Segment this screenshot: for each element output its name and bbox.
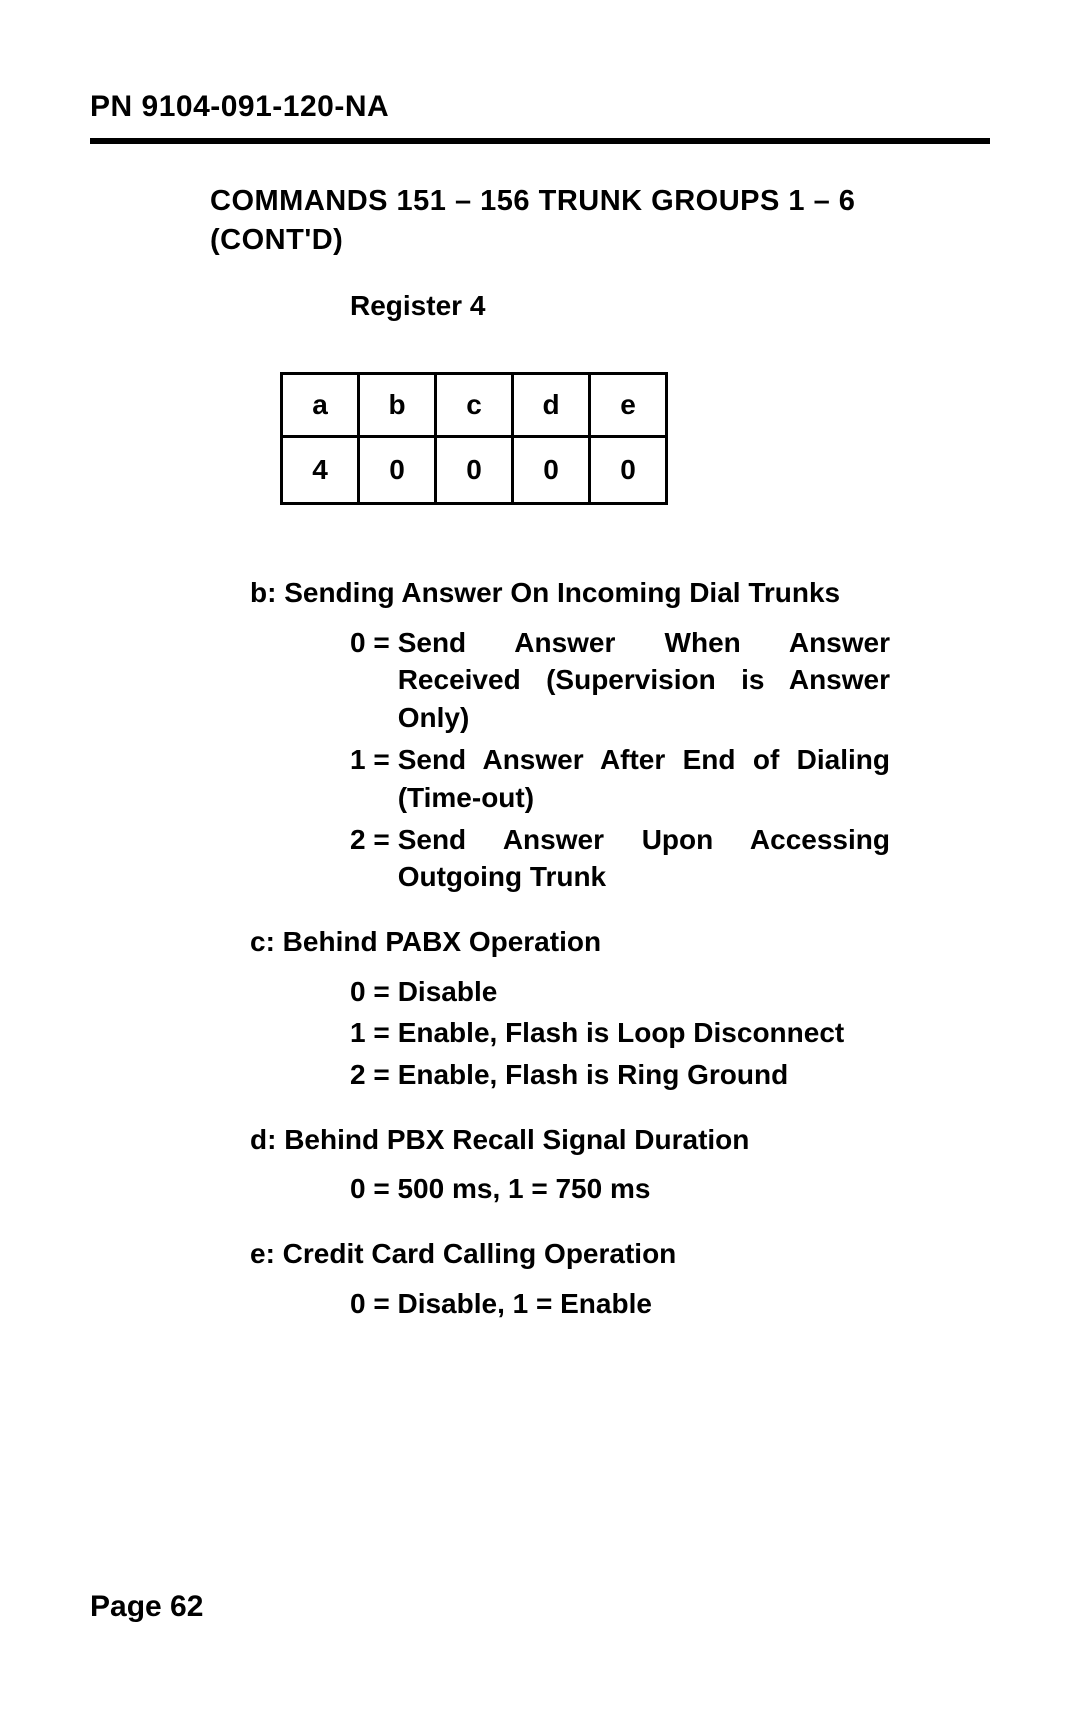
register-val-b: 0 — [359, 437, 436, 504]
def-c-head: c: Behind PABX Operation — [250, 924, 910, 960]
register-value-row: 4 0 0 0 0 — [282, 437, 667, 504]
opt-key: 2 = — [350, 821, 398, 859]
definitions: b: Sending Answer On Incoming Dial Trunk… — [250, 575, 910, 1322]
register-col-c: c — [436, 374, 513, 437]
page: PN 9104-091-120-NA COMMANDS 151 – 156 TR… — [0, 0, 1080, 1714]
register-col-d: d — [513, 374, 590, 437]
def-b-opt-2: 2 = Send Answer Upon Accessing Outgoing … — [350, 821, 890, 897]
register-val-e: 0 — [590, 437, 667, 504]
opt-key: 2 = — [350, 1056, 398, 1094]
def-c-options: 0 = Disable 1 = Enable, Flash is Loop Di… — [350, 973, 910, 1094]
opt-val: Disable — [398, 973, 910, 1011]
def-b-options: 0 = Send Answer When Answer Received (Su… — [350, 624, 890, 897]
opt-key: 0 = — [350, 973, 398, 1011]
def-c-opt-1: 1 = Enable, Flash is Loop Disconnect — [350, 1014, 910, 1052]
section-title-line1: COMMANDS 151 – 156 TRUNK GROUPS 1 – 6 — [210, 185, 855, 217]
section-title: COMMANDS 151 – 156 TRUNK GROUPS 1 – 6 (C… — [210, 182, 930, 260]
document-number: PN 9104-091-120-NA — [90, 90, 990, 144]
opt-val: Send Answer After End of Dialing (Time-o… — [398, 741, 890, 817]
register-col-a: a — [282, 374, 359, 437]
def-e-inline: 0 = Disable, 1 = Enable — [350, 1285, 910, 1323]
register-label: Register 4 — [350, 290, 990, 322]
register-table: a b c d e 4 0 0 0 0 — [280, 372, 668, 505]
opt-val: Send Answer Upon Accessing Outgoing Trun… — [398, 821, 890, 897]
def-d-inline: 0 = 500 ms, 1 = 750 ms — [350, 1170, 910, 1208]
opt-val: Send Answer When Answer Received (Superv… — [398, 624, 890, 737]
opt-key: 0 = — [350, 624, 398, 662]
def-d-head: d: Behind PBX Recall Signal Duration — [250, 1122, 910, 1158]
register-val-d: 0 — [513, 437, 590, 504]
def-b-opt-1: 1 = Send Answer After End of Dialing (Ti… — [350, 741, 890, 817]
register-col-b: b — [359, 374, 436, 437]
section-title-line2: (CONT'D) — [210, 224, 343, 256]
opt-val: Enable, Flash is Loop Disconnect — [398, 1014, 910, 1052]
register-header-row: a b c d e — [282, 374, 667, 437]
page-number: Page 62 — [90, 1590, 203, 1624]
def-e-head: e: Credit Card Calling Operation — [250, 1236, 910, 1272]
opt-key: 1 = — [350, 1014, 398, 1052]
register-val-c: 0 — [436, 437, 513, 504]
def-b-opt-0: 0 = Send Answer When Answer Received (Su… — [350, 624, 890, 737]
opt-key: 1 = — [350, 741, 398, 779]
register-col-e: e — [590, 374, 667, 437]
def-b-head: b: Sending Answer On Incoming Dial Trunk… — [250, 575, 910, 611]
def-c-opt-2: 2 = Enable, Flash is Ring Ground — [350, 1056, 910, 1094]
opt-val: Enable, Flash is Ring Ground — [398, 1056, 910, 1094]
register-val-a: 4 — [282, 437, 359, 504]
def-c-opt-0: 0 = Disable — [350, 973, 910, 1011]
